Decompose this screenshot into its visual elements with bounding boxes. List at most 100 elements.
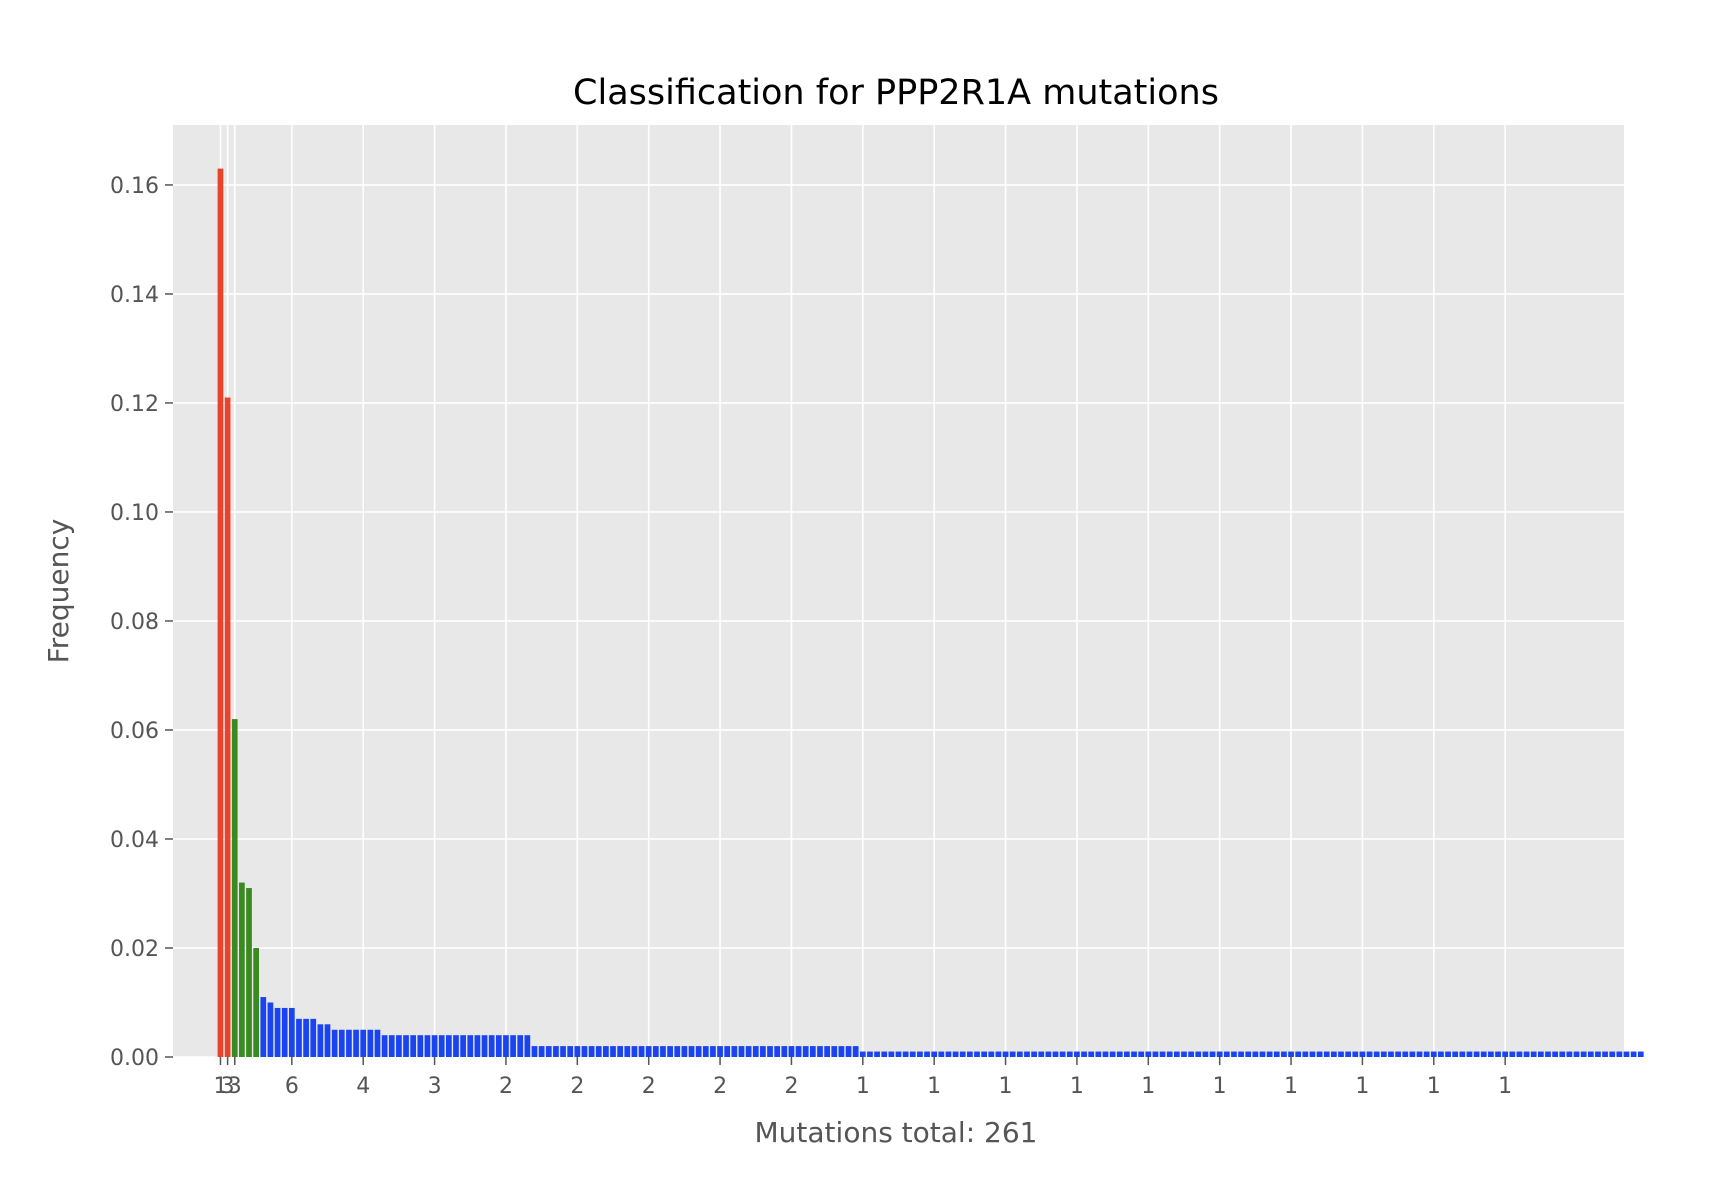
bar-class-blue xyxy=(731,1046,738,1057)
bar-class-blue xyxy=(1402,1051,1409,1057)
bar-class-blue xyxy=(695,1046,702,1057)
bar-class-blue xyxy=(1366,1051,1373,1057)
bar-class-blue xyxy=(1502,1051,1509,1057)
bar-class-blue xyxy=(1388,1051,1394,1057)
bar-class-blue xyxy=(1095,1051,1102,1057)
bar-class-blue xyxy=(410,1035,417,1057)
bar-class-blue xyxy=(710,1046,716,1057)
bar-class-blue xyxy=(1580,1051,1587,1057)
bar-class-blue xyxy=(752,1046,759,1057)
bar-class-green xyxy=(231,719,238,1057)
bar-class-blue xyxy=(560,1046,566,1057)
x-tick-label: 2 xyxy=(784,1074,798,1099)
bar-class-blue xyxy=(1316,1051,1323,1057)
bar-class-blue xyxy=(260,997,267,1057)
x-tick-label: 3 xyxy=(221,1074,235,1099)
bar-class-blue xyxy=(574,1046,581,1057)
bar-class-blue xyxy=(403,1035,409,1057)
bar-class-blue xyxy=(1609,1051,1616,1057)
bar-class-blue xyxy=(888,1051,895,1057)
bar-class-blue xyxy=(1516,1051,1523,1057)
bar-class-blue xyxy=(324,1024,331,1057)
x-tick-label: 2 xyxy=(499,1074,513,1099)
y-axis: 0.00 0.02 0.04 0.06 0.08 0.10 0.12 0.14 0.16 xyxy=(110,174,173,1071)
bar-class-blue xyxy=(967,1051,973,1057)
x-tick-label: 1 xyxy=(856,1074,870,1099)
bar-class-blue xyxy=(1231,1051,1237,1057)
bar-class-blue xyxy=(917,1051,923,1057)
y-axis-label: Frequency xyxy=(42,519,75,664)
y-tick-label: 0.10 xyxy=(110,501,159,526)
bar-class-blue xyxy=(1495,1051,1501,1057)
bar-class-blue xyxy=(1438,1051,1444,1057)
y-tick-label: 0.00 xyxy=(110,1046,159,1071)
bar-class-blue xyxy=(281,1007,288,1057)
bar-class-blue xyxy=(1452,1051,1459,1057)
bar-class-blue xyxy=(1045,1051,1052,1057)
bar-class-blue xyxy=(938,1051,945,1057)
bar-class-blue xyxy=(1309,1051,1316,1057)
bar-class-blue xyxy=(738,1046,745,1057)
x-tick-label: 1 xyxy=(1213,1074,1227,1099)
bar-class-blue xyxy=(859,1051,866,1057)
x-tick-label: 2 xyxy=(713,1074,727,1099)
bar-class-blue xyxy=(474,1035,481,1057)
bar-class-blue xyxy=(588,1046,595,1057)
bar-class-blue xyxy=(1423,1051,1430,1057)
bar-class-blue xyxy=(346,1029,352,1057)
x-tick-label: 1 xyxy=(1427,1074,1441,1099)
y-tick-label: 0.16 xyxy=(110,174,159,199)
bar-class-blue xyxy=(1109,1051,1116,1057)
bar-class-blue xyxy=(1430,1051,1437,1057)
bar-class-blue xyxy=(781,1046,788,1057)
bar-class-blue xyxy=(317,1024,324,1057)
bar-class-blue xyxy=(1066,1051,1073,1057)
bar-class-blue xyxy=(595,1046,602,1057)
bar-class-blue xyxy=(538,1046,545,1057)
y-tick-label: 0.12 xyxy=(110,392,159,417)
bar-class-blue xyxy=(988,1051,995,1057)
bar-class-blue xyxy=(1024,1051,1030,1057)
y-tick-label: 0.04 xyxy=(110,828,159,853)
x-tick-label: 1 xyxy=(1070,1074,1084,1099)
bar-class-blue xyxy=(617,1046,624,1057)
bar-class-blue xyxy=(724,1046,731,1057)
x-tick-label: 4 xyxy=(356,1074,370,1099)
bar-class-blue xyxy=(1445,1051,1451,1057)
bar-class-green xyxy=(246,888,252,1057)
bar-class-blue xyxy=(431,1035,438,1057)
bar-class-blue xyxy=(624,1046,631,1057)
bar-class-blue xyxy=(1102,1051,1109,1057)
bar-class-green xyxy=(239,882,245,1057)
bar-class-blue xyxy=(974,1051,980,1057)
bar-class-blue xyxy=(495,1035,502,1057)
bar-class-blue xyxy=(660,1046,666,1057)
bar-class-blue xyxy=(767,1046,773,1057)
bar-class-blue xyxy=(1466,1051,1473,1057)
bar-class-blue xyxy=(1573,1051,1580,1057)
bar-class-blue xyxy=(1116,1051,1123,1057)
y-tick-label: 0.08 xyxy=(110,610,159,635)
bar-class-blue xyxy=(1152,1051,1159,1057)
bar-class-blue xyxy=(1288,1051,1294,1057)
y-tick-label: 0.14 xyxy=(110,283,159,308)
bar-class-blue xyxy=(567,1046,574,1057)
bar-class-blue xyxy=(1216,1051,1223,1057)
bar-class-blue xyxy=(1145,1051,1152,1057)
bar-class-blue xyxy=(717,1046,723,1057)
bar-class-blue xyxy=(1252,1051,1259,1057)
bar-class-blue xyxy=(481,1035,488,1057)
bar-class-blue xyxy=(396,1035,402,1057)
x-tick-label: 2 xyxy=(570,1074,584,1099)
x-tick-label: 1 xyxy=(1284,1074,1298,1099)
bar-class-blue xyxy=(1016,1051,1023,1057)
bar-class-blue xyxy=(1295,1051,1302,1057)
bar-class-blue xyxy=(817,1046,823,1057)
bar-class-blue xyxy=(831,1046,838,1057)
bar-class-blue xyxy=(702,1046,709,1057)
bar-class-blue xyxy=(1281,1051,1287,1057)
bar-class-blue xyxy=(1630,1051,1637,1057)
bar-class-blue xyxy=(610,1046,616,1057)
bar-class-blue xyxy=(674,1046,681,1057)
bar-class-blue xyxy=(645,1046,652,1057)
